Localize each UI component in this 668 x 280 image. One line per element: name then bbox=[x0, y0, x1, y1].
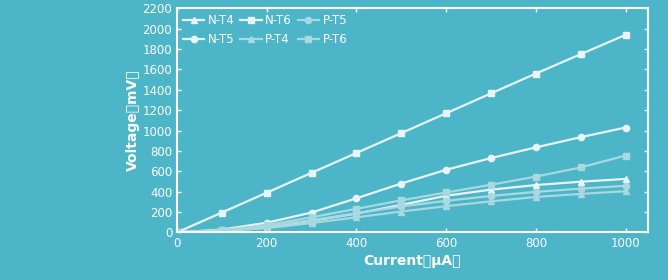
P-T6 bbox=[532, 175, 540, 178]
N-T6 bbox=[621, 33, 629, 37]
P-T5 bbox=[397, 205, 405, 208]
N-T6 bbox=[487, 92, 495, 95]
P-T4 bbox=[532, 195, 540, 199]
N-T5 bbox=[532, 146, 540, 149]
P-T5 bbox=[487, 194, 495, 198]
N-T5 bbox=[576, 136, 584, 139]
N-T6 bbox=[218, 211, 226, 214]
P-T6 bbox=[397, 199, 405, 202]
P-T5 bbox=[532, 190, 540, 193]
N-T6 bbox=[576, 53, 584, 56]
N-T4 bbox=[621, 177, 629, 181]
N-T4 bbox=[487, 188, 495, 191]
N-T6 bbox=[442, 112, 450, 115]
X-axis label: Current（μA）: Current（μA） bbox=[364, 255, 461, 269]
P-T4 bbox=[621, 190, 629, 193]
N-T5 bbox=[397, 182, 405, 185]
P-T4 bbox=[353, 216, 361, 219]
P-T5 bbox=[263, 225, 271, 228]
N-T4 bbox=[397, 203, 405, 207]
P-T6 bbox=[218, 228, 226, 232]
Line: N-T6: N-T6 bbox=[174, 32, 629, 235]
P-T5 bbox=[576, 187, 584, 190]
Line: N-T4: N-T4 bbox=[174, 176, 629, 235]
P-T5 bbox=[218, 229, 226, 232]
P-T6 bbox=[576, 166, 584, 169]
P-T5 bbox=[307, 219, 315, 222]
P-T5 bbox=[173, 231, 181, 234]
N-T6 bbox=[532, 72, 540, 75]
N-T4 bbox=[263, 225, 271, 228]
N-T5 bbox=[353, 197, 361, 200]
P-T4 bbox=[397, 210, 405, 213]
Y-axis label: Voltage（mV）: Voltage（mV） bbox=[126, 70, 140, 171]
N-T4 bbox=[218, 229, 226, 232]
N-T4 bbox=[307, 219, 315, 222]
N-T6 bbox=[263, 191, 271, 194]
P-T6 bbox=[353, 207, 361, 211]
P-T4 bbox=[263, 227, 271, 230]
N-T4 bbox=[532, 183, 540, 187]
N-T5 bbox=[307, 211, 315, 214]
N-T5 bbox=[621, 126, 629, 129]
P-T4 bbox=[487, 200, 495, 203]
N-T5 bbox=[218, 228, 226, 231]
Line: P-T4: P-T4 bbox=[174, 188, 629, 235]
P-T4 bbox=[576, 192, 584, 196]
P-T6 bbox=[487, 183, 495, 186]
N-T6 bbox=[307, 171, 315, 174]
P-T4 bbox=[173, 231, 181, 234]
P-T6 bbox=[263, 223, 271, 227]
N-T4 bbox=[173, 231, 181, 234]
P-T5 bbox=[442, 199, 450, 202]
N-T5 bbox=[442, 168, 450, 171]
N-T6 bbox=[397, 131, 405, 135]
N-T4 bbox=[353, 212, 361, 215]
P-T5 bbox=[353, 212, 361, 215]
P-T4 bbox=[307, 221, 315, 225]
N-T5 bbox=[173, 231, 181, 234]
Line: P-T5: P-T5 bbox=[174, 183, 629, 235]
Line: P-T6: P-T6 bbox=[174, 152, 629, 235]
P-T6 bbox=[621, 154, 629, 157]
N-T6 bbox=[173, 231, 181, 234]
P-T6 bbox=[307, 216, 315, 219]
P-T6 bbox=[442, 191, 450, 194]
N-T5 bbox=[487, 157, 495, 160]
N-T6 bbox=[353, 151, 361, 155]
P-T4 bbox=[218, 230, 226, 233]
N-T4 bbox=[576, 180, 584, 183]
P-T5 bbox=[621, 184, 629, 187]
N-T5 bbox=[263, 221, 271, 224]
N-T4 bbox=[442, 194, 450, 197]
P-T6 bbox=[173, 231, 181, 234]
P-T4 bbox=[442, 204, 450, 208]
Line: N-T5: N-T5 bbox=[174, 124, 629, 235]
Legend: N-T4, N-T5, N-T6, P-T4, P-T5, P-T6: N-T4, N-T5, N-T6, P-T4, P-T5, P-T6 bbox=[180, 12, 350, 48]
